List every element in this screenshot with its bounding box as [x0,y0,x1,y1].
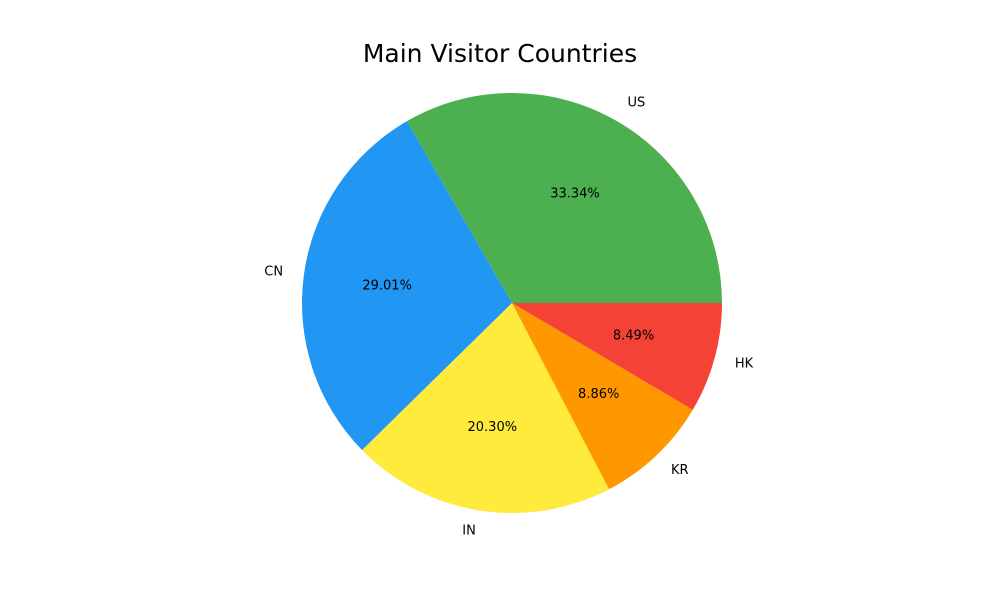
pie-slice-in [362,303,610,513]
chart-title: Main Visitor Countries [362,39,638,68]
slice-percent-kr: 8.86% [578,387,619,402]
pie-slice-kr [512,303,693,490]
slice-percent-us: 33.34% [550,186,600,201]
slice-label-kr: KR [671,463,689,478]
pie-slices [301,92,722,513]
slice-label-hk: HK [735,356,754,371]
pie-slice-hk [512,303,722,410]
slice-label-cn: CN [264,264,283,279]
pie-labels: US 33.34% CN 29.01% IN 20.30% KR 8.86% HK 8.49% [264,95,753,538]
slice-percent-cn: 29.01% [362,278,412,293]
pie-slice-cn [301,121,512,451]
slice-label-us: US [627,95,645,110]
pie-slice-us [406,92,722,303]
slice-percent-in: 20.30% [468,420,518,435]
slice-percent-hk: 8.49% [613,329,654,344]
slice-label-in: IN [462,524,476,539]
